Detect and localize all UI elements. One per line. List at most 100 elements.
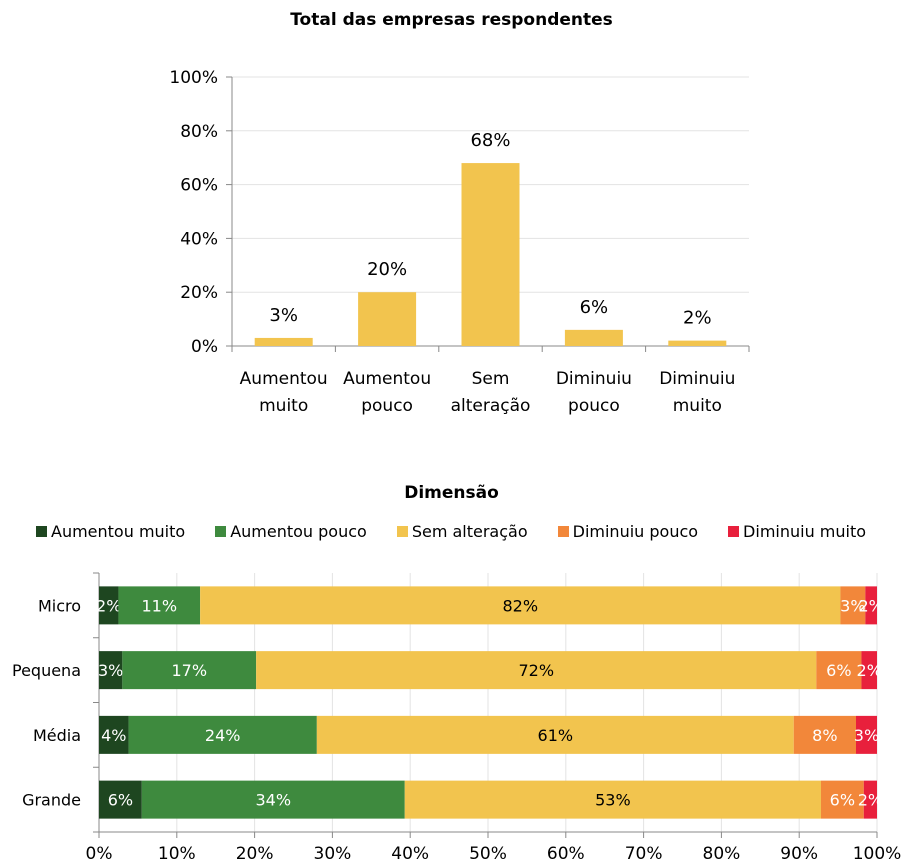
- bar-segment: [99, 715, 129, 754]
- x-tick-label: 50%: [469, 844, 507, 864]
- y-tick-label: 0%: [191, 337, 218, 357]
- bar-segment: [793, 715, 856, 754]
- segment-label: 82%: [503, 596, 539, 615]
- bar-segment: [865, 586, 877, 625]
- x-tick-label: 30%: [314, 844, 352, 864]
- bar-segment: [99, 780, 142, 819]
- y-tick-label: 40%: [180, 229, 218, 249]
- segment-label: 8%: [812, 726, 837, 745]
- bar-segment: [863, 780, 877, 819]
- segment-label: 61%: [538, 726, 574, 745]
- bar-chart-total: 0% 20% 40% 60% 80% 100% 3% Aumentou muito 20% Aume…: [169, 68, 750, 416]
- x-tick-label: Diminuiu: [556, 369, 632, 389]
- data-label: 3%: [269, 305, 298, 326]
- category-label: Pequena: [12, 661, 81, 680]
- x-tick-label: Diminuiu: [659, 369, 735, 389]
- category-label: Média: [33, 726, 81, 745]
- x-tick-label: 70%: [625, 844, 663, 864]
- legend-label: Aumentou muito: [51, 522, 186, 541]
- segment-label: 34%: [255, 791, 291, 810]
- legend: Aumentou muito Aumentou pouco Sem alteraçã…: [36, 522, 896, 541]
- data-label: 20%: [367, 259, 407, 280]
- segment-label: 17%: [171, 661, 207, 680]
- bar-segment: [200, 586, 841, 625]
- x-tick-label: 10%: [158, 844, 196, 864]
- data-label: 2%: [683, 308, 712, 329]
- legend-label: Diminuiu pouco: [572, 522, 699, 541]
- segment-label: 6%: [830, 791, 855, 810]
- legend-item: Diminuiu pouco: [557, 522, 699, 541]
- x-tick-label: Aumentou: [240, 369, 328, 389]
- legend-item: Aumentou pouco: [215, 522, 367, 541]
- bar-segment: [99, 651, 123, 690]
- x-tick-label: alteração: [451, 396, 531, 416]
- bar-segment: [128, 715, 317, 754]
- segment-label: 4%: [101, 726, 126, 745]
- segment-label: 6%: [108, 791, 133, 810]
- bar: [668, 340, 727, 346]
- bar-segment: [122, 651, 257, 690]
- x-tick-label: 80%: [703, 844, 741, 864]
- legend-item: Diminuiu muito: [728, 522, 866, 541]
- bar: [358, 292, 417, 346]
- legend-item: Sem alteração: [396, 522, 528, 541]
- legend-swatch: [36, 526, 47, 537]
- data-label: 6%: [580, 297, 609, 318]
- category-label: Micro: [38, 596, 81, 615]
- legend-label: Diminuiu muito: [743, 522, 867, 541]
- x-tick-label: Aumentou: [343, 369, 431, 389]
- legend-swatch: [396, 526, 408, 537]
- legend-item: Aumentou muito: [36, 522, 185, 541]
- x-tick-label: pouco: [361, 396, 413, 416]
- segment-label: 53%: [595, 791, 631, 810]
- chart-title-dimensao: Dimensão: [404, 483, 499, 503]
- data-label: 68%: [470, 130, 510, 151]
- bar-segment: [99, 586, 119, 625]
- legend-label: Aumentou pouco: [230, 522, 367, 541]
- segment-label: 6%: [826, 661, 851, 680]
- y-tick-label: 20%: [180, 283, 218, 303]
- x-tick-label: 0%: [86, 844, 113, 864]
- x-tick-label: Sem: [472, 369, 510, 389]
- x-tick-label: pouco: [568, 396, 620, 416]
- x-tick-label: 60%: [547, 844, 585, 864]
- bar: [461, 163, 520, 346]
- x-tick-label: muito: [259, 396, 308, 416]
- bar-segment: [861, 651, 877, 690]
- segment-label: 2%: [858, 596, 883, 615]
- x-tick-label: 40%: [391, 844, 429, 864]
- bar: [564, 329, 623, 346]
- bar-segment: [816, 651, 862, 690]
- segment-label: 3%: [854, 726, 879, 745]
- y-tick-label: 100%: [169, 68, 218, 88]
- x-tick-label: 90%: [780, 844, 818, 864]
- segment-label: 2%: [858, 791, 883, 810]
- legend-swatch: [557, 526, 569, 537]
- legend-swatch: [728, 526, 740, 537]
- x-tick-label: 20%: [236, 844, 274, 864]
- bar-segment: [820, 780, 864, 819]
- bar-segment: [118, 586, 201, 625]
- bar-segment: [141, 780, 405, 819]
- bar-segment: [256, 651, 817, 690]
- segment-label: 24%: [205, 726, 241, 745]
- chart-title-total: Total das empresas respondentes: [290, 10, 613, 30]
- segment-label: 2%: [96, 596, 121, 615]
- segment-label: 2%: [857, 661, 882, 680]
- y-tick-label: 60%: [180, 176, 218, 196]
- segment-label: 3%: [98, 661, 123, 680]
- bar-segment: [855, 715, 877, 754]
- y-tick-label: 80%: [180, 122, 218, 142]
- segment-label: 11%: [142, 596, 178, 615]
- legend-swatch: [215, 526, 227, 537]
- x-tick-label: muito: [673, 396, 722, 416]
- bar-segment: [404, 780, 821, 819]
- x-tick-label: 100%: [853, 844, 902, 864]
- segment-label: 72%: [518, 661, 554, 680]
- bar-segment: [316, 715, 794, 754]
- legend-label: Sem alteração: [411, 522, 528, 541]
- category-label: Grande: [22, 791, 81, 810]
- bar-segment: [840, 586, 866, 625]
